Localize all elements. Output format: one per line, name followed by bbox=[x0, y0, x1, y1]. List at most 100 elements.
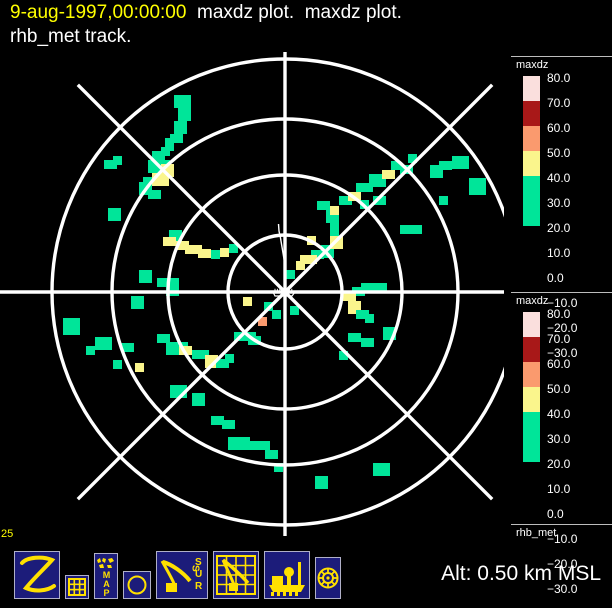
colorbar-swatch bbox=[523, 76, 540, 101]
dial-icon[interactable] bbox=[315, 557, 341, 599]
radar-grid-icon[interactable] bbox=[213, 551, 259, 599]
colorbar-tick-label: −20.0 bbox=[547, 321, 578, 335]
radar-echo-cell bbox=[452, 156, 469, 169]
tool-button-bar[interactable]: MAP S U R S bbox=[14, 551, 341, 599]
radar-echo-cell bbox=[265, 450, 278, 459]
radar-ppi-plot[interactable] bbox=[0, 52, 504, 536]
grid-icon[interactable] bbox=[65, 575, 89, 599]
radar-echo-cell bbox=[365, 314, 374, 323]
radar-echo-cell bbox=[178, 108, 191, 121]
colorbar-tick-label: 80.0 bbox=[547, 307, 571, 321]
radar-echo-cell bbox=[165, 138, 174, 151]
radar-echo-cell bbox=[192, 350, 209, 359]
radar-echo-cell bbox=[229, 244, 238, 253]
plot-field-1: maxdz plot. bbox=[197, 2, 295, 23]
radar-echo-cell bbox=[198, 249, 211, 258]
radar-echo-cell bbox=[228, 437, 250, 450]
radar-echo-cell bbox=[205, 355, 218, 368]
radar-echo-cell bbox=[356, 183, 373, 192]
z-glyph bbox=[20, 555, 56, 593]
colorbar-tick-label: 40.0 bbox=[547, 171, 571, 185]
sur-glyph: S U R S bbox=[160, 557, 203, 592]
colorbar-swatch bbox=[523, 387, 540, 412]
colorbar-tick-label: 40.0 bbox=[547, 407, 571, 421]
colorbar-panel-2: maxdz 80.0 70.0 60.0 50.0 40.0 30.0 20.0 10.0 0.… bbox=[505, 288, 612, 595]
radar-echo-cell bbox=[274, 463, 283, 472]
radar-echo-cell bbox=[300, 255, 317, 264]
radar-echo-cell bbox=[131, 296, 144, 309]
colorbar-swatch bbox=[523, 312, 540, 337]
radar-echo-cell bbox=[225, 354, 234, 363]
ship-icon[interactable] bbox=[264, 551, 310, 599]
radar-echo-cell bbox=[248, 441, 270, 450]
radar-echo-cell bbox=[258, 317, 267, 326]
colorbar-tick-label: 0.0 bbox=[547, 507, 564, 521]
radar-echo-cell bbox=[143, 177, 152, 186]
radar-echo-cell bbox=[290, 306, 299, 315]
map-icon[interactable]: MAP bbox=[94, 553, 118, 599]
radar-echo-cell bbox=[361, 283, 374, 292]
radar-echo-cell bbox=[161, 147, 170, 156]
radar-echo-cell bbox=[234, 332, 256, 341]
radar-echo-cell bbox=[348, 333, 361, 342]
plot-background bbox=[0, 52, 504, 536]
title-line-secondary: rhb_met track. bbox=[10, 26, 132, 47]
radar-echo-cell bbox=[343, 292, 356, 301]
colorbar-tick-label: −20.0 bbox=[547, 557, 578, 571]
colorbar-tick-label: 30.0 bbox=[547, 432, 571, 446]
radar-echo-cell bbox=[356, 310, 369, 319]
radar-echo-cell bbox=[220, 248, 229, 257]
radar-echo-cell bbox=[104, 160, 117, 169]
radar-echo-cell bbox=[113, 156, 122, 165]
ship-symbol bbox=[272, 288, 297, 297]
colorbar-tick-label: 60.0 bbox=[547, 357, 571, 371]
radar-echo-cell bbox=[176, 241, 189, 250]
radar-echo-cell bbox=[369, 174, 386, 187]
colorbar-swatch bbox=[523, 151, 540, 176]
ship-track-line bbox=[277, 223, 287, 293]
colorbar-tick-label: 0.0 bbox=[547, 271, 564, 285]
colorbar-title-1: maxdz bbox=[516, 59, 549, 71]
circle-icon[interactable] bbox=[123, 571, 151, 599]
colorbar-tick-label: 70.0 bbox=[547, 332, 571, 346]
radar-echo-cell bbox=[373, 463, 390, 476]
radar-echo-cell bbox=[170, 134, 183, 143]
colorbar-swatch bbox=[523, 337, 540, 362]
radial-azimuth-line bbox=[283, 83, 494, 294]
radar-echo-cell bbox=[148, 190, 161, 199]
colorbar-tick-label: 50.0 bbox=[547, 146, 571, 160]
radar-echo-cell bbox=[272, 310, 281, 319]
ship-hull bbox=[272, 291, 297, 297]
radar-echo-cell bbox=[330, 206, 339, 215]
radar-echo-cell bbox=[192, 393, 205, 406]
radar-echo-cell bbox=[163, 237, 176, 246]
radar-echo-cell bbox=[121, 343, 134, 352]
plot-timestamp: 9-aug-1997,00:00:00 bbox=[10, 2, 187, 23]
circle-glyph bbox=[127, 575, 147, 595]
radar-echo-cell bbox=[139, 270, 152, 283]
radar-echo-cell bbox=[211, 250, 220, 259]
radar-echo-cell bbox=[330, 223, 339, 236]
radar-plot-canvas[interactable] bbox=[0, 52, 504, 536]
radar-echo-cell bbox=[108, 208, 121, 221]
radar-echo-cell bbox=[174, 121, 187, 134]
z-logo-icon[interactable] bbox=[14, 551, 60, 599]
radar-echo-cell bbox=[216, 359, 229, 368]
radar-echo-cell bbox=[408, 154, 417, 163]
radar-echo-cell bbox=[63, 318, 80, 335]
colorbar-tick-label: −30.0 bbox=[547, 346, 578, 360]
colorbar-swatch bbox=[523, 126, 540, 151]
colorbar-bottom-rule-2 bbox=[511, 524, 612, 525]
grid-glyph bbox=[68, 578, 86, 596]
surveillance-radar-icon[interactable]: S U R S bbox=[156, 551, 208, 599]
colorbar-swatches-2 bbox=[523, 312, 540, 462]
radar-echo-cell bbox=[374, 283, 387, 292]
svg-text:R: R bbox=[195, 581, 203, 592]
colorbar-tick-label: 60.0 bbox=[547, 121, 571, 135]
radar-echo-cell bbox=[315, 476, 328, 489]
colorbar-tick-label: −10.0 bbox=[547, 296, 578, 310]
title-bar: 9-aug-1997,00:00:00 maxdz plot. maxdz pl… bbox=[0, 0, 612, 52]
colorbar-swatches-1 bbox=[523, 76, 540, 226]
radar-echo-cell bbox=[311, 250, 324, 259]
